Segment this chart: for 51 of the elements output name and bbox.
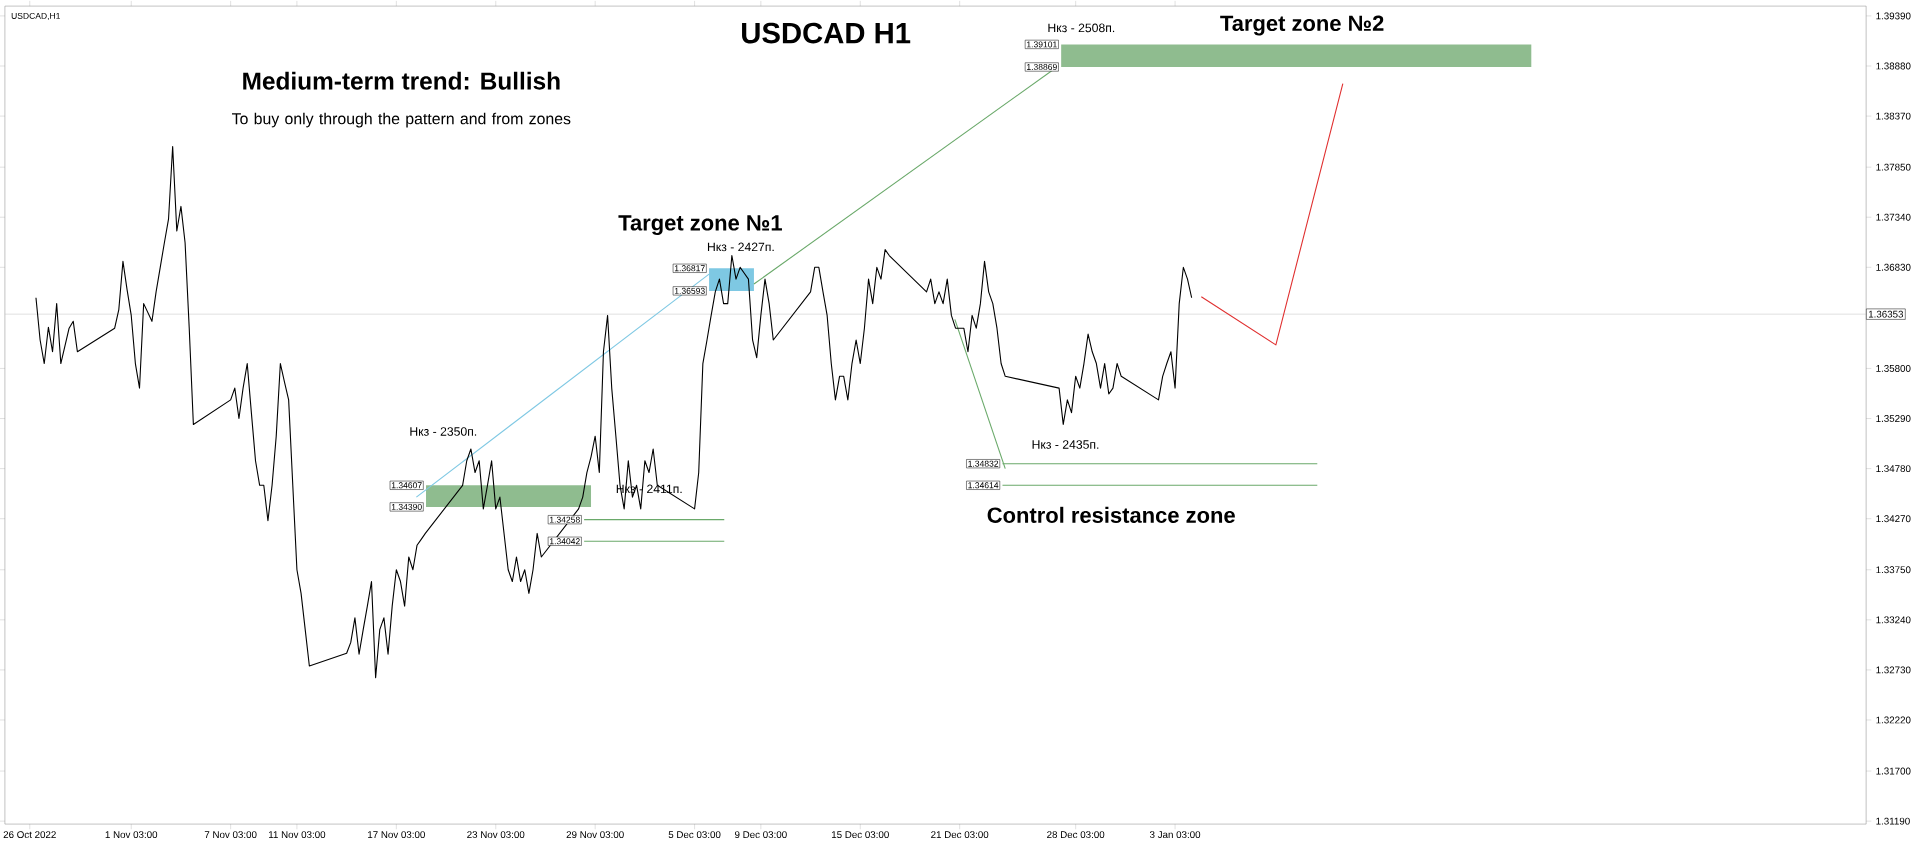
x-tick-label: 23 Nov 03:00: [467, 831, 525, 839]
y-tick-label: 1.39390: [1876, 12, 1911, 20]
x-tick-label: 11 Nov 03:00: [269, 831, 326, 839]
annotation: 1.34832: [968, 460, 999, 467]
annotation: Нкз - 2508п.: [1048, 23, 1115, 33]
y-tick-label: 1.35800: [1876, 365, 1911, 373]
annotation: Target zone №2: [1220, 15, 1384, 36]
annotation: USDCAD,H1: [11, 13, 60, 21]
annotation: 1.34614: [968, 482, 999, 489]
text: Medium-term trend: Bullish: [243, 71, 560, 90]
y-tick-label: 1.33240: [1876, 616, 1911, 624]
annotation: 1.34042: [549, 538, 580, 545]
annotation: Нкз - 2427п.: [707, 242, 774, 252]
x-tick-label: 1 Nov 03:00: [105, 831, 158, 839]
annotation: Нкз - 2350п.: [410, 427, 477, 436]
x-tick-label: 29 Nov 03:00: [566, 831, 624, 839]
y-tick-label: 1.34270: [1876, 515, 1911, 523]
y-tick-label: 1.36830: [1876, 264, 1911, 271]
y-tick-label: 1.34780: [1876, 465, 1911, 473]
x-tick-label: 9 Dec 03:00: [735, 831, 787, 839]
ref-line-label: 1.36353: [1868, 310, 1904, 318]
x-tick-label: 21 Dec 03:00: [931, 831, 989, 839]
y-tick-label: 1.31190: [1876, 817, 1910, 825]
x-tick-label: 3 Jan 03:00: [1149, 831, 1201, 839]
x-tick-label: 26 Oct 2022: [3, 831, 56, 839]
annotation: To buy only through the pattern and from zones: [232, 112, 571, 128]
y-tick-label: 1.31700: [1876, 767, 1911, 775]
x-tick-label: 7 Nov 03:00: [204, 831, 257, 839]
y-tick-label: 1.32220: [1876, 716, 1911, 724]
y-tick-label: 1.37340: [1876, 213, 1911, 221]
annotation: Нкз - 2435п.: [1032, 440, 1099, 450]
annotation: 1.34390: [391, 504, 422, 511]
y-tick-label: 1.38370: [1876, 112, 1911, 120]
y-tick-label: 1.37850: [1876, 163, 1911, 171]
x-tick-label: 15 Dec 03:00: [831, 831, 889, 839]
annotation: Control resistance zone: [987, 506, 1235, 524]
y-tick-label: 1.38880: [1876, 62, 1911, 70]
annotation: 1.38869: [1027, 64, 1057, 71]
annotation: 1.34258: [549, 516, 580, 523]
x-tick-label: 5 Dec 03:00: [668, 831, 721, 839]
annotation: 1.34607: [391, 482, 422, 489]
annotation: Target zone №1: [618, 215, 782, 236]
y-tick-label: 1.32730: [1876, 666, 1911, 674]
y-tick-label: 1.33750: [1876, 566, 1911, 574]
x-tick-label: 28 Dec 03:00: [1047, 831, 1105, 839]
x-tick-label: 17 Nov 03:00: [368, 831, 425, 839]
chart-title: USDCAD H1: [742, 22, 911, 44]
annotation: 1.36593: [674, 288, 705, 295]
annotation: 1.39101: [1027, 41, 1057, 48]
annotation: 1.36817: [674, 265, 705, 272]
y-tick-label: 1.35290: [1876, 415, 1911, 423]
